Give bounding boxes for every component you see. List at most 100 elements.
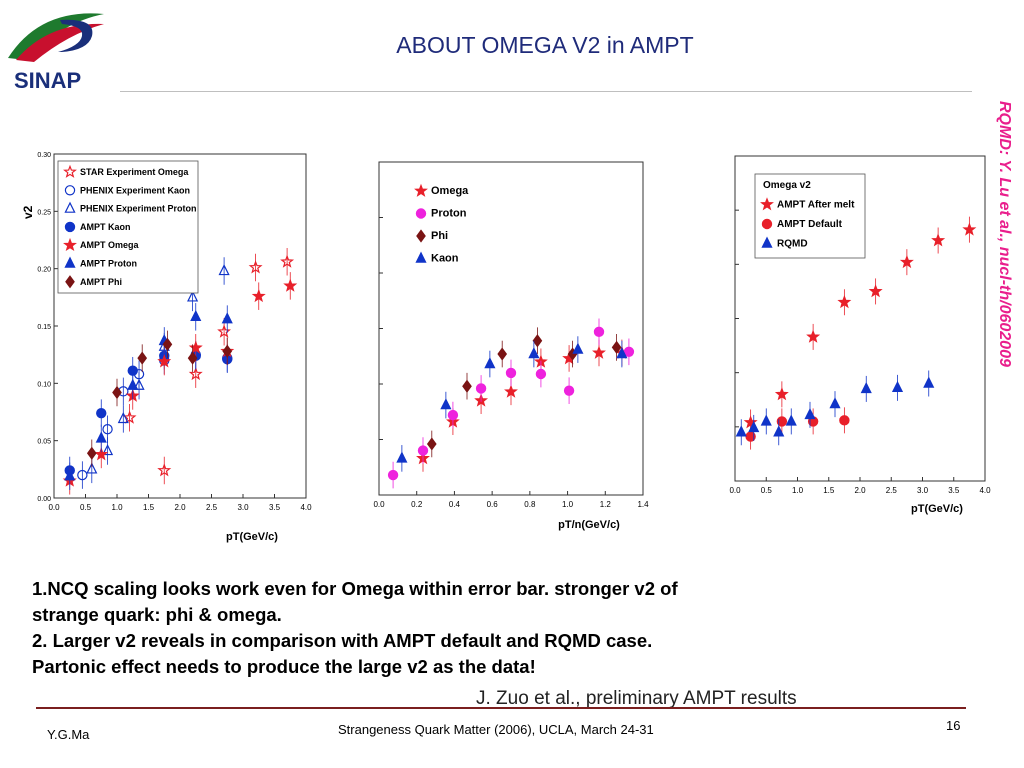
data-point [497, 347, 508, 361]
chart-v2-vs-pt: 0.0 0.5 1.0 1.5 2.0 2.5 3.0 3.5 4.0 0.00 0.05 0.10 0… [20, 140, 320, 555]
data-point [248, 260, 263, 274]
data-point [535, 368, 547, 380]
x-tick-label: 1.5 [823, 486, 835, 495]
logo-text: SINAP [14, 68, 81, 92]
y-tick-label: 0.25 [37, 209, 51, 216]
data-point [899, 254, 914, 269]
x-tick-label: 2.0 [854, 486, 866, 495]
legend-marker [65, 275, 75, 289]
legend-entry: AMPT Phi [80, 277, 122, 287]
data-point [396, 451, 408, 463]
x-tick-label: 1.0 [111, 503, 123, 512]
data-point [187, 351, 198, 365]
data-point [102, 424, 113, 435]
data-point [748, 420, 760, 433]
x-tick-label: 0.6 [487, 500, 499, 509]
x-axis-label: pT(GeV/c) [911, 503, 963, 515]
data-point [188, 340, 203, 354]
legend-marker [64, 185, 76, 196]
legend-marker [64, 221, 76, 233]
sinap-logo: SINAP [0, 0, 120, 93]
data-point [162, 337, 173, 351]
data-point [923, 376, 935, 388]
conclusion-line: strange quark: phi & omega. [32, 604, 282, 625]
conclusion-line: 1.NCQ scaling looks work even for Omega … [32, 578, 678, 599]
footer-divider [36, 707, 966, 709]
rqmd-reference: RQMD: Y. Lu et al., nucl-th/0602009 [990, 95, 1024, 505]
data-point [891, 380, 904, 393]
series-proton [387, 318, 635, 489]
data-point [157, 354, 172, 368]
data-point [283, 278, 298, 292]
x-tick-label: 0.0 [48, 503, 60, 512]
x-tick-label: 3.0 [917, 486, 929, 495]
y-tick-label: 0.15 [37, 324, 51, 331]
data-point [829, 397, 841, 409]
data-point [188, 366, 203, 381]
data-point [387, 469, 399, 481]
legend-entry: AMPT Default [777, 219, 843, 230]
legend-entry: AMPT Proton [80, 259, 137, 269]
data-point [760, 414, 772, 426]
data-point [447, 409, 459, 421]
data-point [280, 254, 295, 268]
data-point [504, 384, 518, 398]
x-tick-label: 2.0 [174, 503, 186, 512]
x-tick-label: 3.5 [948, 486, 960, 495]
data-point [440, 398, 452, 410]
header-divider [120, 91, 972, 92]
series-kaon [396, 336, 628, 472]
data-point [735, 425, 747, 437]
legend-marker [63, 237, 77, 252]
series-rqmd [735, 370, 935, 446]
legend-entry: Kaon [431, 253, 459, 265]
data-point [528, 347, 540, 359]
y-tick-label: 0.00 [37, 496, 51, 503]
data-point [417, 445, 429, 456]
data-point [218, 264, 230, 276]
data-point [64, 469, 76, 481]
x-tick-label: 0.2 [411, 500, 423, 509]
legend-box [57, 160, 199, 294]
data-point [475, 383, 487, 394]
legend-entry: AMPT Omega [80, 240, 140, 250]
data-point [773, 425, 785, 437]
data-point [117, 411, 129, 424]
legend-entry: RQMD [777, 239, 808, 250]
series-phi [426, 327, 622, 458]
legend-entry: PHENIX Experiment Proton [80, 204, 197, 214]
legend-box [754, 173, 866, 259]
data-point [563, 385, 575, 396]
x-tick-label: 1.0 [562, 500, 574, 509]
series-ampt-kaon [64, 342, 233, 485]
x-tick-label: 4.0 [979, 486, 991, 495]
data-point [593, 326, 605, 338]
conclusion-line: Partonic effect needs to produce the lar… [32, 656, 536, 677]
data-point [86, 462, 98, 474]
legend-marker [415, 208, 427, 219]
data-point [133, 378, 145, 390]
series-star-experiment-omega [122, 248, 295, 485]
chart-ncq-scaling-svg: 0.0 0.2 0.4 0.6 0.8 1.0 1.2 1.4 pT/n(GeV/c) Omega… [373, 161, 649, 531]
data-point [785, 414, 797, 426]
data-point [137, 351, 148, 365]
legend-entry: STAR Experiment Omega [80, 167, 189, 177]
data-point [774, 387, 789, 401]
x-axis-label: pT/n(GeV/c) [558, 519, 620, 531]
data-point [96, 407, 107, 419]
data-point [95, 431, 107, 443]
page-number: 16 [946, 718, 961, 733]
series-ampt-proton [64, 303, 233, 490]
x-tick-label: 0.5 [80, 503, 92, 512]
series-ampt-phi [86, 330, 233, 468]
data-point [101, 444, 114, 456]
data-point [222, 344, 233, 358]
data-point [505, 367, 517, 379]
x-tick-label: 1.2 [600, 500, 612, 509]
data-point [931, 233, 946, 247]
conclusion-line: 2. Larger v2 reveals in comparison with … [32, 630, 653, 651]
x-tick-label: 3.5 [269, 503, 281, 512]
x-tick-label: 0.0 [373, 500, 385, 509]
data-point [86, 446, 97, 460]
legend-marker [64, 201, 76, 213]
